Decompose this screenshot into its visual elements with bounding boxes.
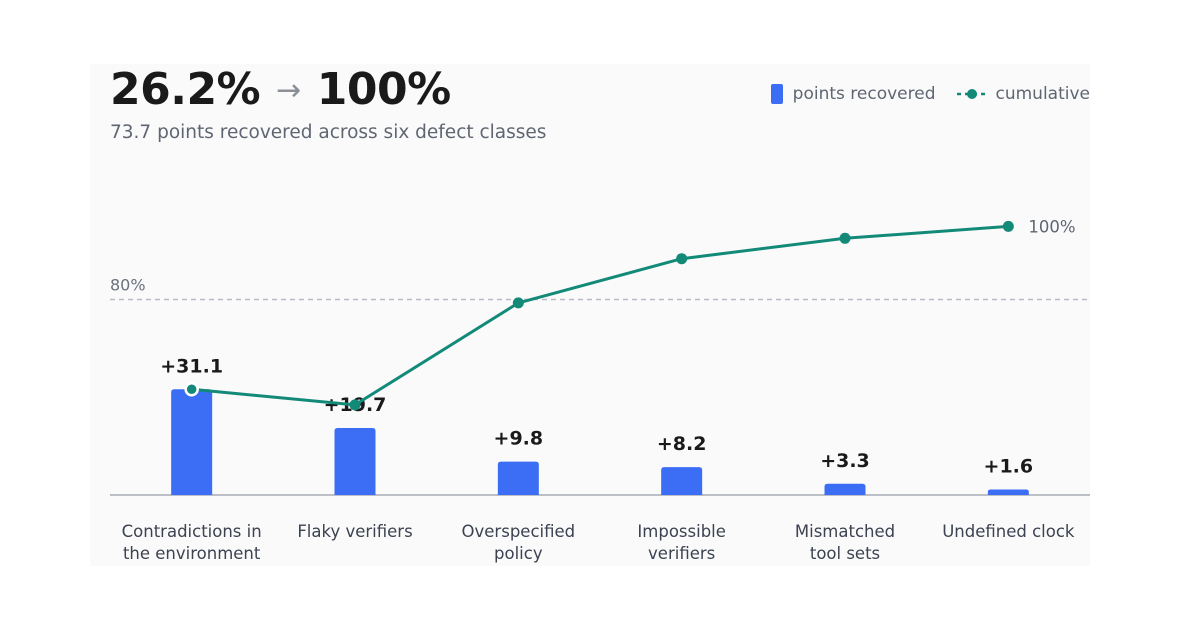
cumulative-end-label: 100% xyxy=(1028,217,1075,236)
bar-5 xyxy=(824,483,866,495)
bar-4 xyxy=(661,467,703,495)
category-label-line: Contradictions in xyxy=(121,522,262,541)
bar-value-label-4: +8.2 xyxy=(657,433,707,455)
bar-value-label-5: +3.3 xyxy=(820,450,870,472)
bar-value-label-1: +31.1 xyxy=(160,355,223,377)
cumulative-point-5 xyxy=(839,232,851,244)
headline-start-value: 26.2% xyxy=(110,64,261,115)
legend-bar-label: points recovered xyxy=(792,84,936,104)
headline-arrow: → xyxy=(276,73,301,108)
category-label-line: Mismatched xyxy=(794,522,896,541)
bar-6 xyxy=(987,489,1029,495)
category-label-line: policy xyxy=(494,544,543,563)
chart-card xyxy=(90,64,1090,566)
category-label-line: Undefined clock xyxy=(942,522,1075,541)
legend-item-line: cumulative xyxy=(935,84,1090,104)
bar-2 xyxy=(334,428,376,495)
category-label-4: Impossible verifiers xyxy=(602,521,762,565)
cumulative-point-2 xyxy=(349,399,361,411)
cumulative-line xyxy=(191,224,1009,407)
category-label-3: Overspecified policy xyxy=(438,521,598,565)
cumulative-point-3 xyxy=(512,297,524,309)
category-label-line: tool sets xyxy=(809,544,881,563)
bar-1 xyxy=(171,389,213,495)
headline: 26.2% → 100% xyxy=(110,64,451,120)
category-label-line: the environment xyxy=(122,544,261,563)
reference-line-label: 80% xyxy=(110,276,146,295)
category-label-line: Impossible xyxy=(637,522,726,541)
legend-line-swatch xyxy=(957,89,988,99)
legend-line-label: cumulative xyxy=(995,84,1090,104)
cumulative-point-4 xyxy=(676,253,688,265)
category-label-2: Flaky verifiers xyxy=(275,521,435,543)
cumulative-point-6 xyxy=(1002,220,1014,232)
category-label-line: Flaky verifiers xyxy=(297,522,413,541)
headline-end-value: 100% xyxy=(316,64,451,115)
category-label-6: Undefined clock xyxy=(928,521,1088,543)
bar-value-label-6: +1.6 xyxy=(984,456,1034,478)
category-label-5: Mismatched tool sets xyxy=(765,521,925,565)
category-label-line: Overspecified xyxy=(461,522,576,541)
bar-3 xyxy=(497,461,539,495)
chart-legend: points recovered cumulative xyxy=(770,84,1090,104)
legend-bar-swatch xyxy=(770,84,783,104)
category-label-1: Contradictions in the environment xyxy=(112,521,272,565)
legend-item-bars: points recovered xyxy=(770,84,936,104)
category-label-line: verifiers xyxy=(648,544,716,563)
cumulative-point-1 xyxy=(184,382,199,397)
chart-subtitle: 73.7 points recovered across six defect … xyxy=(110,122,547,143)
bar-value-label-3: +9.8 xyxy=(494,428,544,450)
